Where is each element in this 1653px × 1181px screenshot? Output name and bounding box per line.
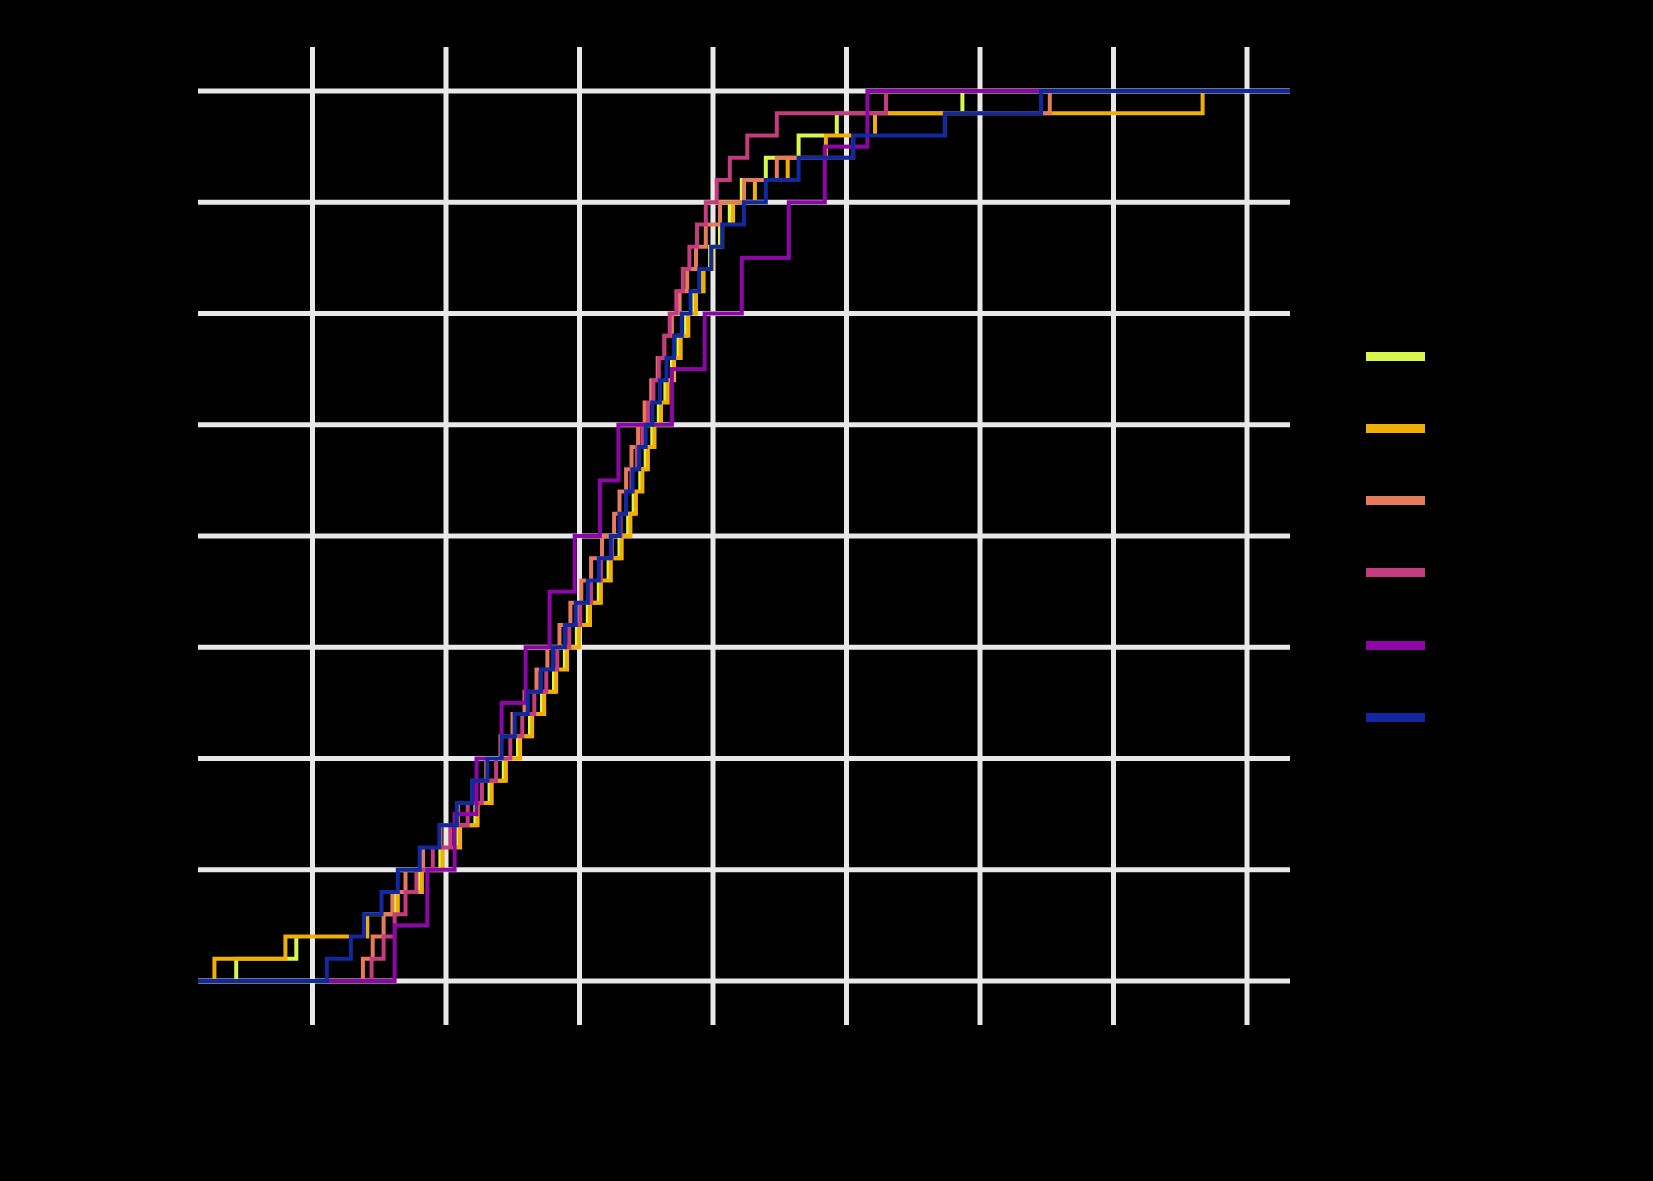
legend-swatch-yellow-green bbox=[1366, 352, 1425, 361]
ecdf-curve-navy-blue bbox=[198, 89, 1290, 983]
legend bbox=[1366, 352, 1425, 722]
legend-swatch-orange bbox=[1366, 424, 1425, 433]
legend-swatch-navy-blue bbox=[1366, 713, 1425, 722]
legend-swatch-pink-magenta bbox=[1366, 568, 1425, 577]
ecdf-curve-purple bbox=[198, 89, 1290, 983]
legend-swatch-purple bbox=[1366, 641, 1425, 650]
legend-swatch-salmon bbox=[1366, 496, 1425, 505]
